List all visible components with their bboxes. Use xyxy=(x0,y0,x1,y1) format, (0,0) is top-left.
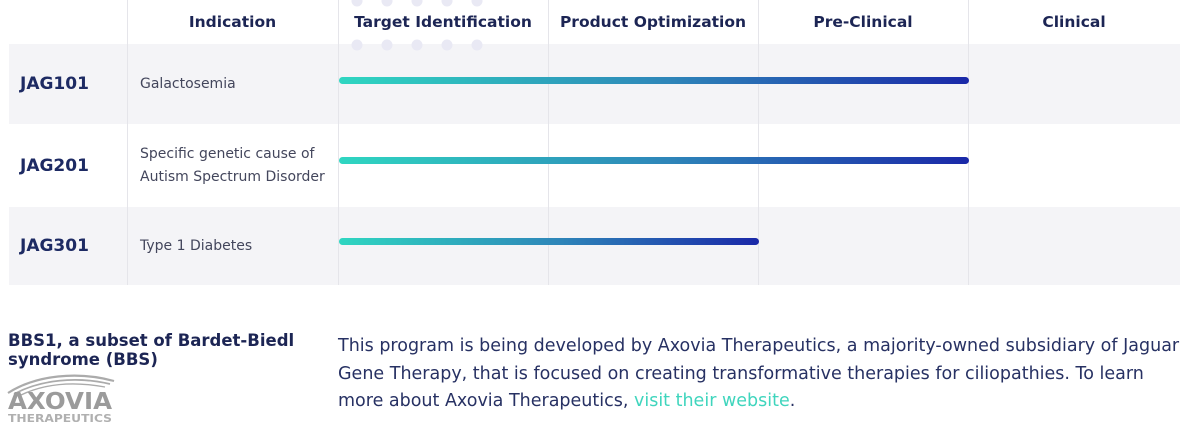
program-label: JAG101 xyxy=(20,74,89,94)
column-separator xyxy=(127,0,128,285)
table-row xyxy=(9,124,1180,207)
bbs-heading: BBS1, a subset of Bardet-Biedl syndrome … xyxy=(8,331,295,369)
column-header-pre-clinical: Pre-Clinical xyxy=(813,13,913,31)
column-header-product-optimization: Product Optimization xyxy=(559,13,747,31)
indication-cell: Galactosemia xyxy=(140,75,236,92)
pipeline-table: Indication Target Identification Product… xyxy=(9,0,1180,285)
column-separator xyxy=(338,0,339,285)
progress-bar xyxy=(339,238,759,245)
dots-decoration xyxy=(351,0,483,51)
column-header-target-identification: Target Identification xyxy=(354,13,532,31)
description-text: This program is being developed by Axovi… xyxy=(338,336,1180,411)
column-separator xyxy=(548,0,549,285)
logo-arcs-icon xyxy=(7,374,115,396)
column-separator xyxy=(968,0,969,285)
program-description: This program is being developed by Axovi… xyxy=(338,333,1188,416)
program-label: JAG201 xyxy=(20,155,89,176)
progress-bar xyxy=(339,157,969,164)
website-link[interactable]: visit their website xyxy=(633,391,790,411)
logo-wordmark: AXOVIA xyxy=(8,389,112,415)
table-row xyxy=(9,207,1180,285)
table-row xyxy=(9,44,1180,124)
indication-cell: Type 1 Diabetes xyxy=(140,237,253,254)
column-header-clinical: Clinical xyxy=(1042,13,1106,31)
axovia-logo: AXOVIA THERAPEUTICS xyxy=(7,374,115,425)
indication-cell: Specific genetic cause of Autism Spectru… xyxy=(140,145,325,185)
description-period: . xyxy=(789,391,796,411)
progress-bar xyxy=(339,77,969,84)
column-header-indication: Indication xyxy=(188,13,277,31)
logo-subtext: THERAPEUTICS xyxy=(8,412,112,425)
program-label: JAG301 xyxy=(20,236,89,256)
column-separator xyxy=(758,0,759,285)
